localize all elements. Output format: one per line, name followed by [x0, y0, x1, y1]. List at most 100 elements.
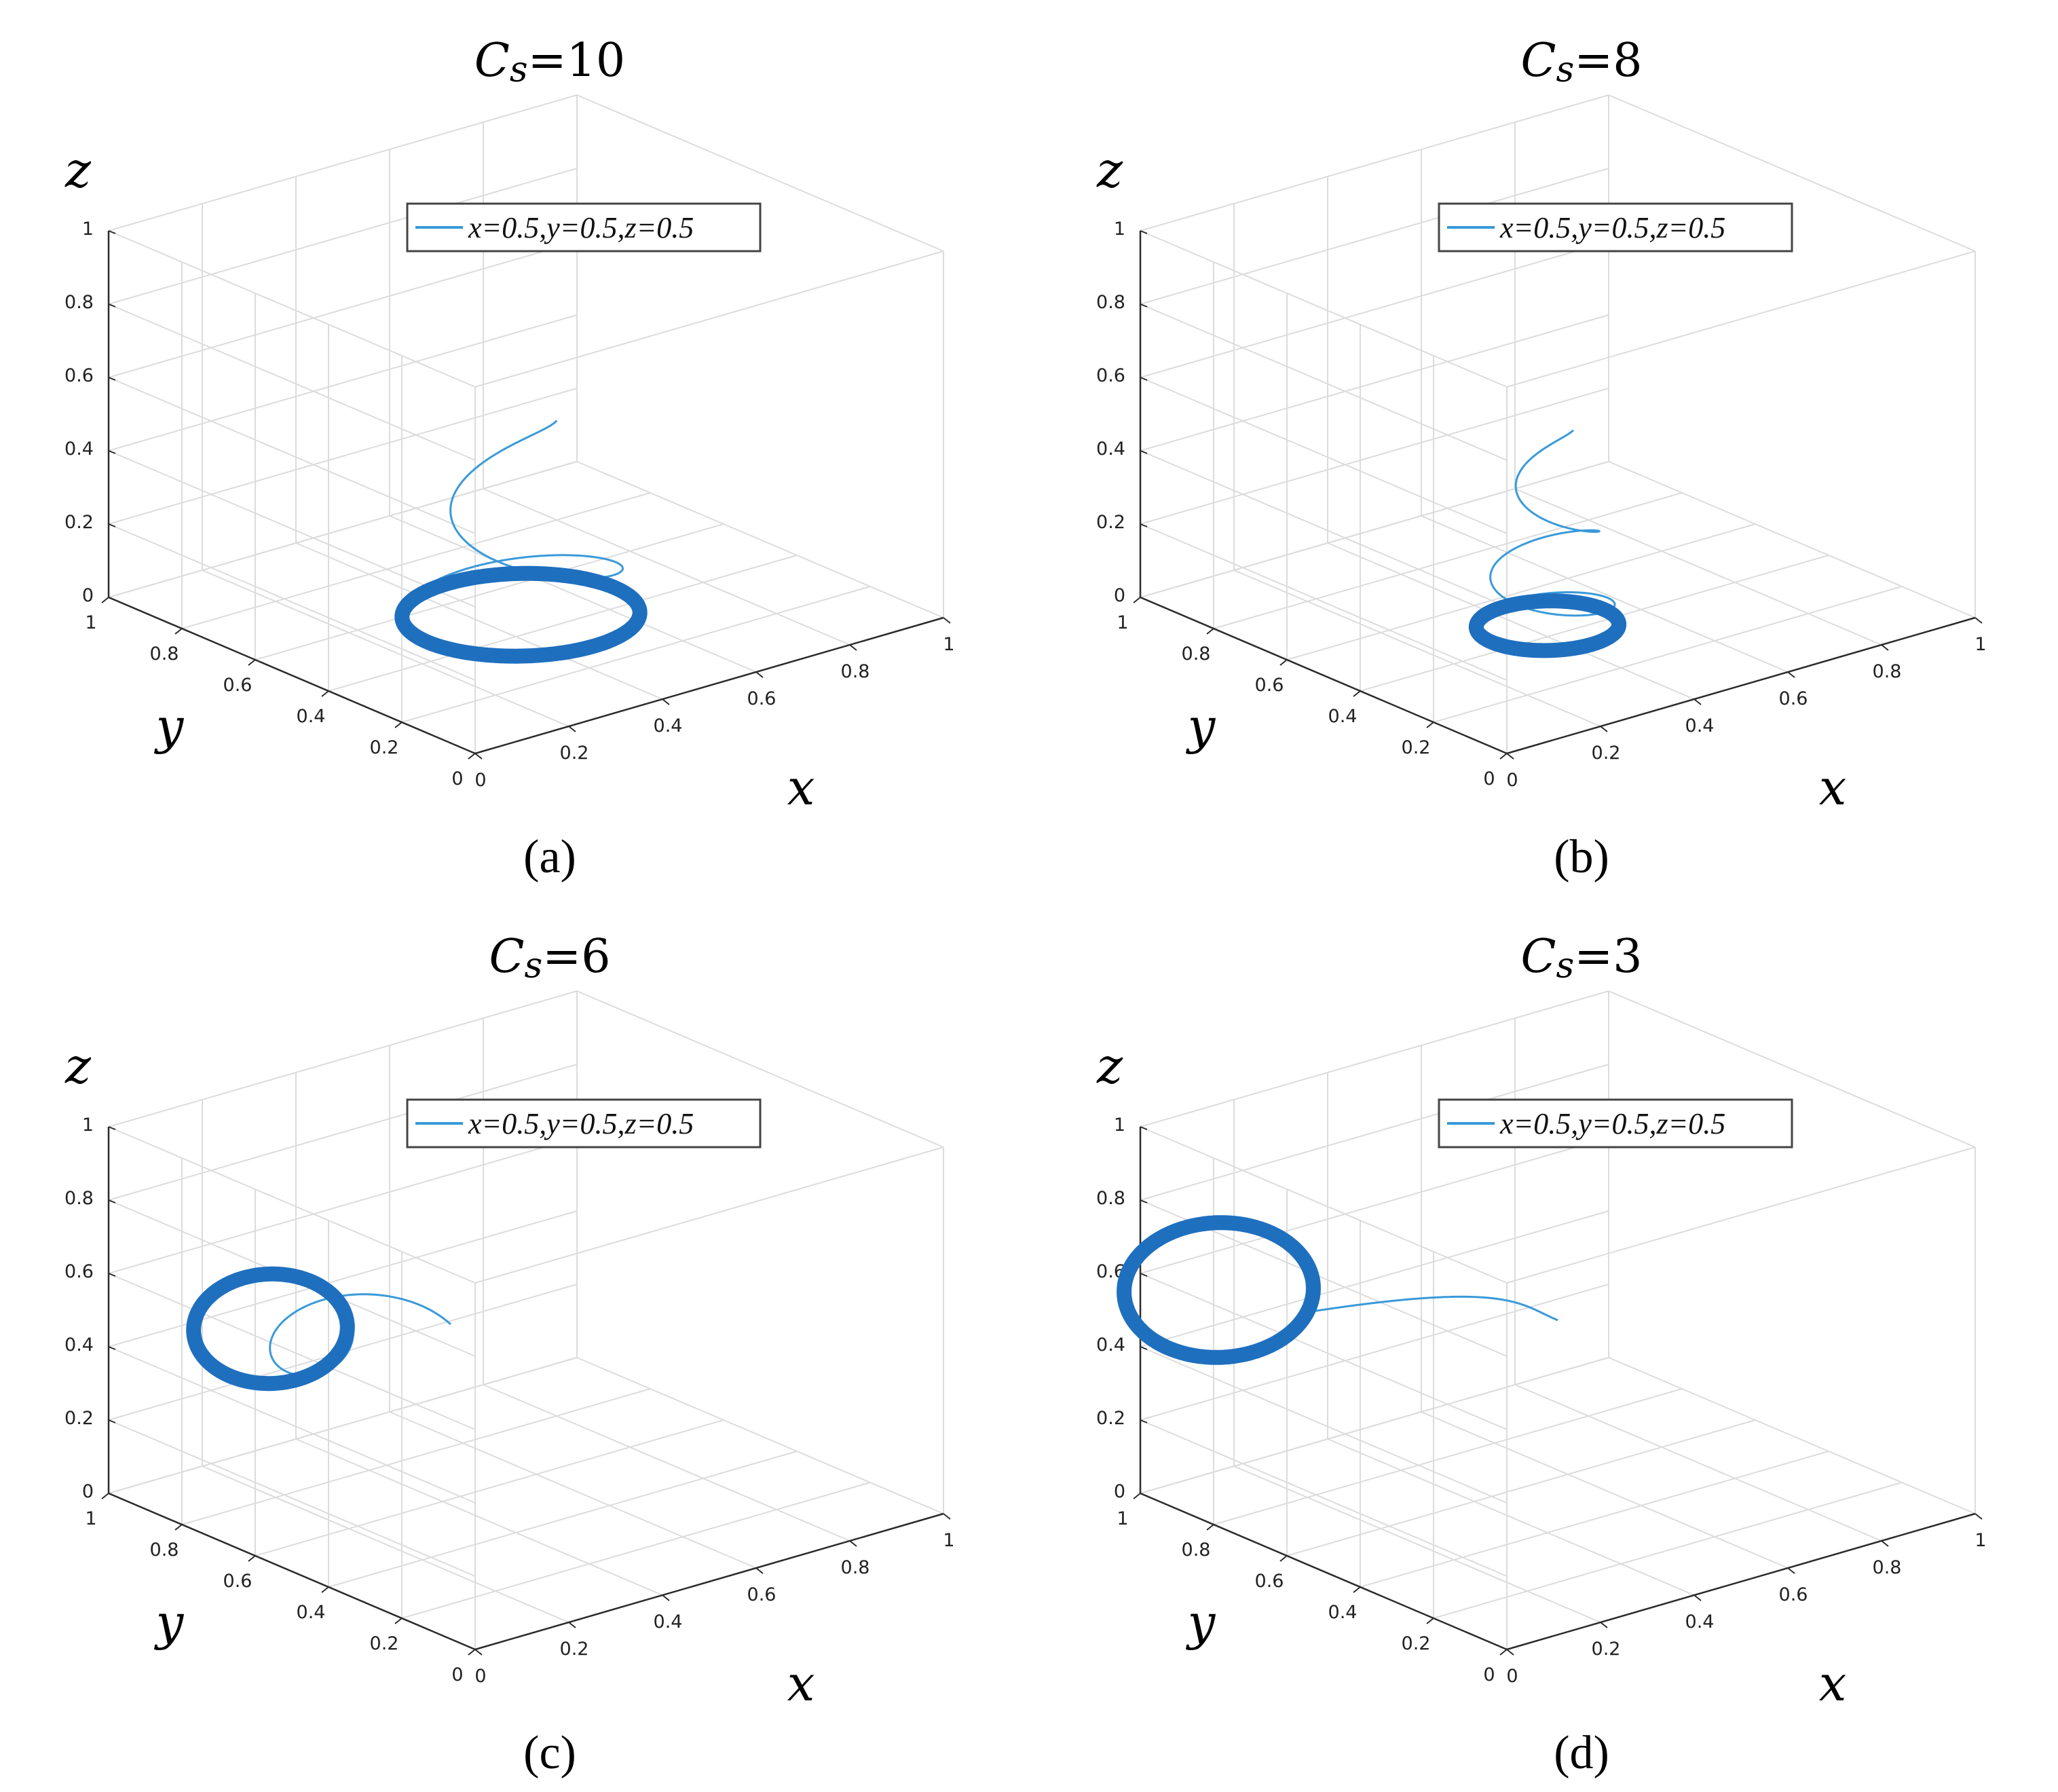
transient-path: [1475, 429, 1616, 643]
z-tick-label: 0.4: [64, 438, 94, 460]
y-axis-line: [1140, 596, 1508, 755]
grid-line: [1140, 523, 1508, 681]
z-tick-label: 1: [1114, 1115, 1125, 1136]
z-tick-mark: [108, 1199, 116, 1203]
grid-line: [1140, 1210, 1609, 1347]
grid-line: [1140, 168, 1609, 305]
z-tick-mark: [108, 1273, 116, 1277]
y-tick-label: 0.4: [297, 1602, 326, 1623]
x-tick-label: 0.8: [1873, 661, 1902, 682]
y-tick-mark: [1133, 1493, 1141, 1499]
z-tick-mark: [1140, 450, 1148, 454]
grid-line: [108, 1126, 476, 1284]
title-subscript: s: [1556, 946, 1575, 986]
z-tick-label: 0: [1114, 1481, 1125, 1502]
axes: [1139, 1127, 1976, 1651]
grid-line: [1433, 1482, 1903, 1619]
y-axis-line: [108, 596, 476, 755]
title-subscript: s: [1556, 50, 1575, 90]
grid-line: [108, 1346, 476, 1504]
limit-cycle: [1117, 1215, 1321, 1365]
z-axis-label: z: [64, 141, 92, 198]
y-tick-mark: [1206, 628, 1214, 635]
panel-caption: (c): [523, 1727, 576, 1779]
grid-line: [1608, 461, 1976, 618]
x-axis-line: [1506, 616, 1976, 755]
grid-line: [1608, 1357, 1976, 1514]
grid-line: [108, 230, 476, 388]
grid-line: [1514, 1384, 1882, 1542]
y-axis-label: y: [1186, 1594, 1216, 1651]
x-tick-label: 0: [1506, 1666, 1518, 1687]
y-axis-label: y: [1186, 698, 1216, 755]
grid-line: [108, 523, 476, 681]
z-tick-label: 1: [1114, 219, 1125, 240]
x-tick-mark: [1881, 1540, 1889, 1547]
grid-line: [1608, 94, 1976, 252]
grid-line: [1213, 1388, 1683, 1525]
x-tick-label: 0: [1506, 770, 1518, 791]
panel-c: 0 0.2 0.4 0.6 0.8 1 0 0.2 0.4 0.6 0.8 1 0 0.2 0.4 0.6 0.…: [64, 930, 955, 1779]
x-tick-label: 0.2: [560, 743, 589, 764]
z-axis-label: z: [1096, 1037, 1123, 1094]
y-tick-mark: [248, 1555, 256, 1562]
grid-line: [108, 461, 578, 598]
x-axis-label: x: [1819, 759, 1847, 816]
y-tick-mark: [321, 690, 329, 697]
x-axis-line: [1506, 1512, 1976, 1651]
x-tick-mark: [1975, 1513, 1983, 1520]
z-tick-label: 0.6: [64, 365, 94, 386]
x-axis-label: x: [787, 759, 815, 816]
legend-label: x=0.5,y=0.5,z=0.5: [468, 1107, 694, 1140]
y-tick-label: 1: [85, 1508, 96, 1529]
x-tick-label: 0.6: [747, 688, 777, 709]
y-tick-mark: [1499, 753, 1508, 760]
legend: x=0.5,y=0.5,z=0.5: [406, 202, 762, 253]
z-tick-mark: [1140, 523, 1148, 527]
panel-caption: (a): [523, 831, 576, 883]
z-tick-label: 0.4: [1096, 438, 1125, 460]
x-tick-label: 0.4: [1685, 715, 1715, 736]
y-axis-label: y: [154, 698, 185, 755]
y-tick-mark: [1353, 1586, 1361, 1593]
y-tick-label: 0.6: [1255, 675, 1284, 696]
x-tick-mark: [943, 1513, 951, 1520]
z-tick-mark: [1140, 1199, 1148, 1203]
x-axis-label: x: [1819, 1655, 1847, 1712]
x-tick-mark: [474, 753, 483, 760]
grid-line: [474, 250, 944, 388]
legend-box: [406, 202, 762, 253]
grid-line: [108, 1137, 578, 1274]
x-tick-mark: [1506, 753, 1514, 760]
x-tick-mark: [849, 644, 857, 651]
z-tick-label: 0.2: [64, 1408, 94, 1429]
grid-line: [255, 523, 724, 660]
z-tick-label: 0.4: [64, 1334, 94, 1356]
z-tick-mark: [108, 377, 116, 381]
y-tick-label: 0: [451, 768, 463, 789]
z-tick-label: 1: [82, 1115, 94, 1136]
x-tick-mark: [943, 617, 951, 624]
y-tick-mark: [101, 1493, 109, 1499]
grid-line: [108, 377, 476, 534]
y-tick-mark: [174, 628, 183, 635]
x-tick-mark: [755, 1567, 764, 1574]
grid-line: [1140, 461, 1609, 598]
panel-caption: (b): [1554, 831, 1609, 883]
panel-a: 0 0.2 0.4 0.6 0.8 1 0 0.2 0.4 0.6 0.8 1 0 0.2 0.4 0.6 0.…: [64, 34, 955, 883]
grid-line: [1140, 314, 1609, 451]
x-tick-mark: [662, 698, 670, 705]
x-tick-mark: [1506, 1649, 1514, 1656]
grid-line: [401, 586, 871, 723]
y-tick-mark: [1353, 690, 1361, 697]
y-tick-mark: [1279, 659, 1288, 666]
grid-line: [1140, 303, 1508, 461]
z-tick-label: 0: [82, 585, 94, 606]
grid-line: [474, 1146, 944, 1284]
z-tick-label: 0.8: [1096, 1188, 1125, 1209]
legend-box: [1438, 1098, 1793, 1149]
axes: [107, 231, 944, 755]
x-tick-label: 0.4: [1685, 1611, 1715, 1632]
grid-line: [1506, 250, 1976, 388]
grid-line: [108, 990, 578, 1127]
